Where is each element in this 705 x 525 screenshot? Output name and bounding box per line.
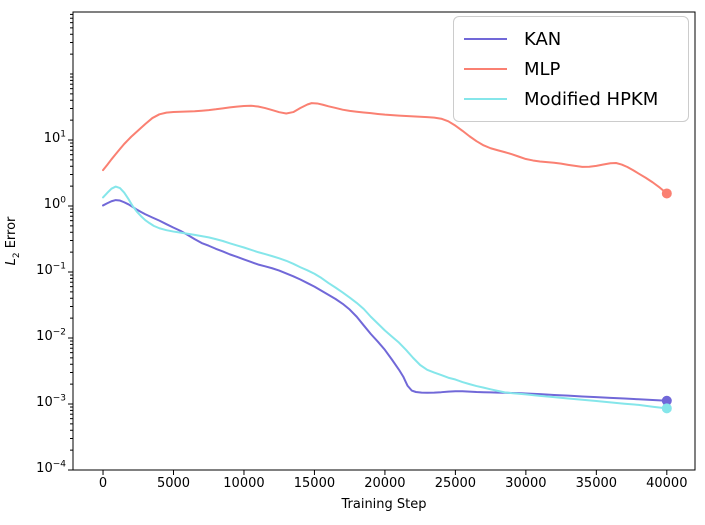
mlp-end-marker xyxy=(661,188,672,199)
ylabel-symbol: L xyxy=(4,258,20,266)
legend-label-modified-hpkm: Modified HPKM xyxy=(524,88,659,110)
mlp-line-swatch xyxy=(464,68,507,70)
x-tick-label: 0 xyxy=(98,476,108,491)
ylabel-subscript: 2 xyxy=(11,252,22,259)
x-tick-label: 10000 xyxy=(223,476,265,491)
legend-label-mlp: MLP xyxy=(524,58,561,80)
legend-item-modified-hpkm: Modified HPKM xyxy=(464,84,678,114)
y-tick-label: 10−2 xyxy=(36,327,66,344)
x-tick-label: 20000 xyxy=(364,476,406,491)
kan-end-marker xyxy=(661,395,672,406)
modified-hpkm-curve xyxy=(102,185,668,410)
legend-item-mlp: MLP xyxy=(464,54,678,84)
x-tick-label: 40000 xyxy=(646,476,688,491)
legend: KAN MLP Modified HPKM xyxy=(453,16,689,122)
x-tick-label: 30000 xyxy=(505,476,547,491)
y-tick-label: 10−3 xyxy=(36,393,66,410)
modified-hpkm-line-swatch xyxy=(464,98,507,100)
y-axis-label: L2 Error xyxy=(4,217,22,266)
y-tick-label: 10−1 xyxy=(36,261,66,278)
kan-line-swatch xyxy=(464,38,507,40)
modified-hpkm-end-marker xyxy=(661,403,672,414)
x-tick-label: 15000 xyxy=(293,476,336,491)
legend-item-kan: KAN xyxy=(464,24,678,54)
x-tick-label: 25000 xyxy=(434,476,477,491)
legend-label-kan: KAN xyxy=(524,28,562,50)
y-tick-label: 10−4 xyxy=(36,459,66,476)
x-tick-label: 35000 xyxy=(575,476,618,491)
ylabel-text: Error xyxy=(4,216,20,253)
kan-curve xyxy=(102,199,668,402)
y-tick-label: 100 xyxy=(43,195,66,212)
x-tick-label: 5000 xyxy=(156,476,191,491)
mlp-curve xyxy=(102,102,668,195)
x-axis-label: Training Step xyxy=(341,497,427,512)
y-tick-label: 101 xyxy=(43,129,66,146)
